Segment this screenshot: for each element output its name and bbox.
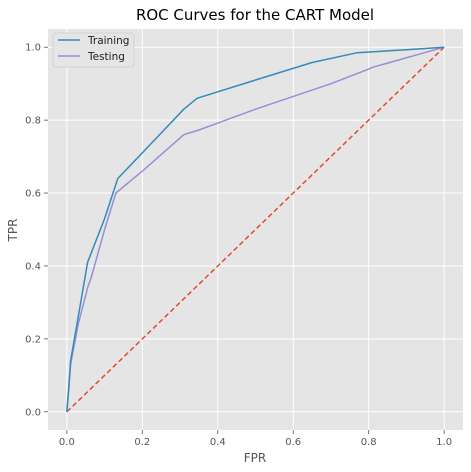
x-tick-label: 0.8 bbox=[361, 437, 377, 448]
y-tick-label: 0.6 bbox=[25, 189, 41, 200]
y-tick-labels: 0.0 0.2 0.4 0.6 0.8 1.0 bbox=[25, 43, 48, 418]
series-line-training bbox=[66, 46, 445, 412]
x-tick-label: 0.2 bbox=[134, 437, 150, 448]
x-tick-label: 0.0 bbox=[59, 437, 75, 448]
y-axis-label: TPR bbox=[6, 219, 20, 243]
x-tick-label: 0.6 bbox=[285, 437, 301, 448]
legend-box bbox=[52, 32, 135, 68]
series-line-testing bbox=[66, 46, 445, 412]
chart-title: ROC Curves for the CART Model bbox=[136, 6, 374, 24]
x-tick-label: 1.0 bbox=[436, 437, 452, 448]
legend-label-testing: Testing bbox=[87, 51, 125, 63]
legend: Training Testing bbox=[52, 32, 135, 68]
plot-background bbox=[48, 29, 463, 430]
series-lines bbox=[66, 46, 445, 413]
x-tick-label: 0.4 bbox=[210, 437, 226, 448]
y-tick-label: 1.0 bbox=[25, 43, 41, 54]
legend-label-training: Training bbox=[87, 35, 129, 47]
y-tick-label: 0.2 bbox=[25, 334, 41, 345]
y-tick-label: 0.4 bbox=[25, 261, 41, 272]
grid-lines bbox=[48, 29, 463, 430]
y-tick-label: 0.8 bbox=[25, 116, 41, 127]
x-tick-labels: 0.0 0.2 0.4 0.6 0.8 1.0 bbox=[59, 430, 452, 448]
y-tick-label: 0.0 bbox=[25, 407, 41, 418]
x-axis-label: FPR bbox=[244, 451, 266, 465]
